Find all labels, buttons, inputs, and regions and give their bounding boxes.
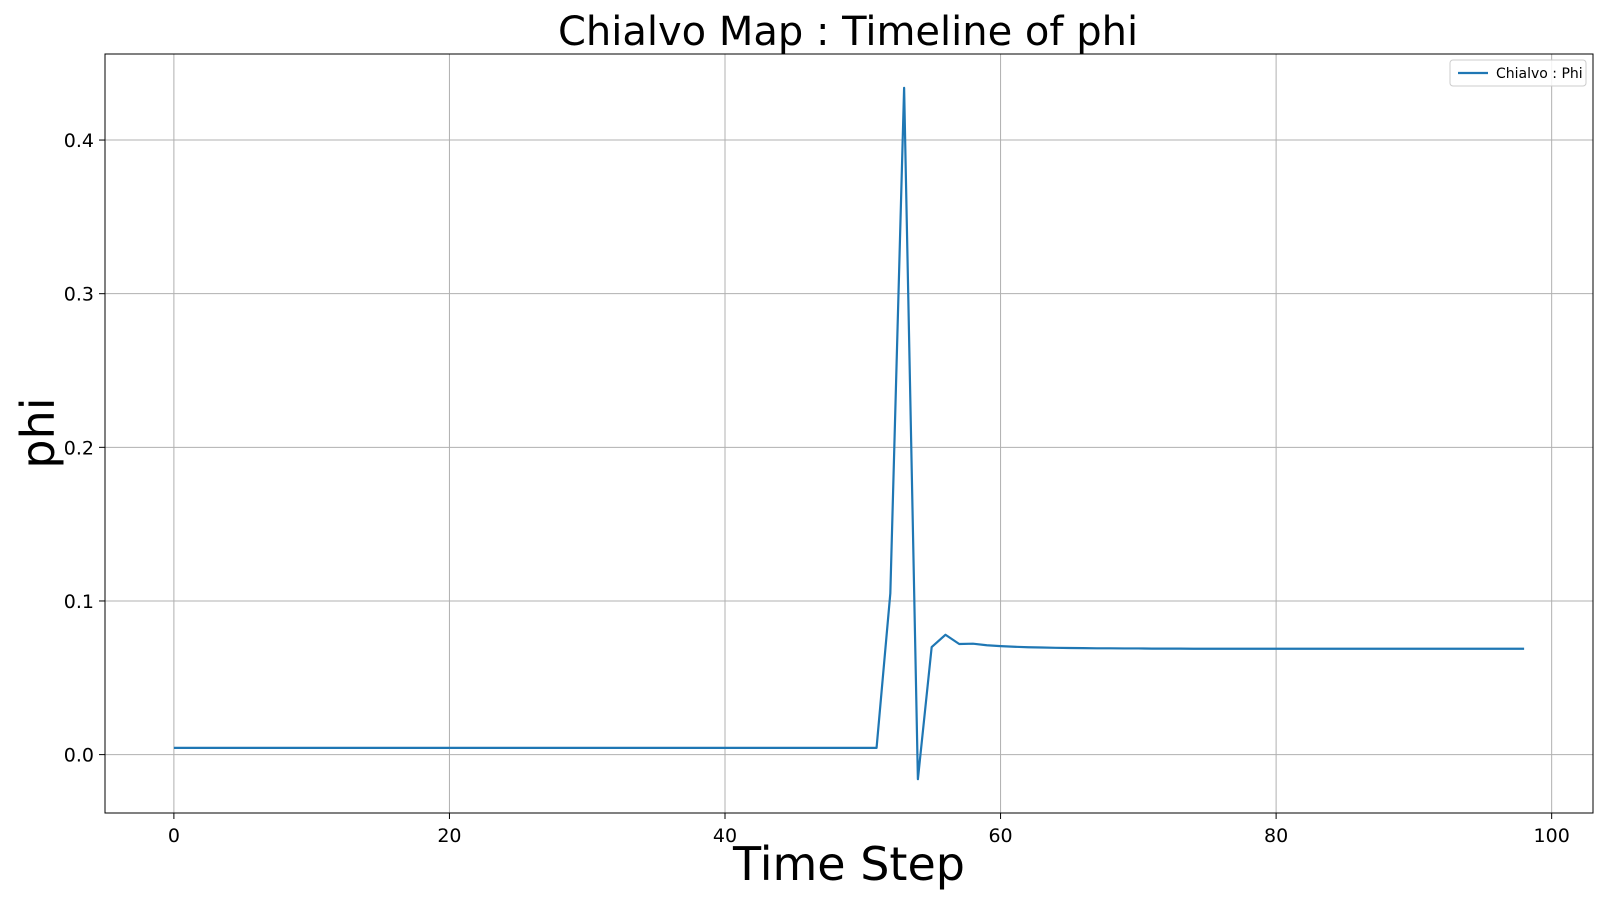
y-tick-label: 0.3 — [64, 284, 94, 306]
x-tick-label: 0 — [168, 825, 180, 847]
chart-title: Chialvo Map : Timeline of phi — [558, 9, 1138, 55]
x-tick-label: 100 — [1534, 825, 1570, 847]
x-tick-label: 40 — [713, 825, 737, 847]
grid-lines — [105, 54, 1593, 813]
axis-ticks: 0 20 40 60 80 100 0.0 0.1 0.2 0.3 0.4 — [64, 130, 1570, 847]
series-layer — [173, 86, 1525, 781]
y-axis-label: phi — [11, 397, 65, 468]
legend-label: Chialvo : Phi — [1496, 66, 1583, 82]
x-axis-label: Time Step — [732, 837, 965, 891]
y-tick-label: 0.1 — [64, 591, 94, 613]
x-tick-label: 60 — [988, 825, 1012, 847]
series-line — [173, 86, 1525, 781]
legend-frame — [1449, 59, 1587, 87]
plot-area-frame — [104, 53, 1594, 814]
y-tick-label: 0.0 — [64, 745, 94, 767]
legend: Chialvo : Phi — [1449, 59, 1587, 87]
y-tick-label: 0.4 — [64, 130, 94, 152]
y-tick-label: 0.2 — [64, 437, 94, 459]
x-tick-label: 80 — [1264, 825, 1288, 847]
x-tick-label: 20 — [437, 825, 461, 847]
